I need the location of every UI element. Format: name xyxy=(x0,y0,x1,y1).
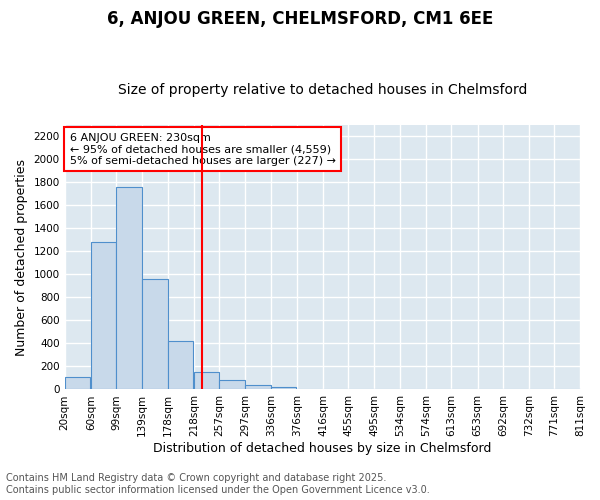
Text: 6, ANJOU GREEN, CHELMSFORD, CM1 6EE: 6, ANJOU GREEN, CHELMSFORD, CM1 6EE xyxy=(107,10,493,28)
Bar xyxy=(168,341,193,390)
Bar xyxy=(116,187,142,390)
Text: Contains HM Land Registry data © Crown copyright and database right 2025.
Contai: Contains HM Land Registry data © Crown c… xyxy=(6,474,430,495)
Bar xyxy=(194,372,219,390)
Bar xyxy=(219,380,245,390)
Bar xyxy=(91,242,116,390)
Bar xyxy=(65,377,90,390)
Bar xyxy=(142,279,168,390)
Bar xyxy=(271,386,296,390)
Y-axis label: Number of detached properties: Number of detached properties xyxy=(15,158,28,356)
Text: 6 ANJOU GREEN: 230sqm
← 95% of detached houses are smaller (4,559)
5% of semi-de: 6 ANJOU GREEN: 230sqm ← 95% of detached … xyxy=(70,132,336,166)
Title: Size of property relative to detached houses in Chelmsford: Size of property relative to detached ho… xyxy=(118,83,527,97)
Bar xyxy=(245,385,271,390)
X-axis label: Distribution of detached houses by size in Chelmsford: Distribution of detached houses by size … xyxy=(154,442,492,455)
